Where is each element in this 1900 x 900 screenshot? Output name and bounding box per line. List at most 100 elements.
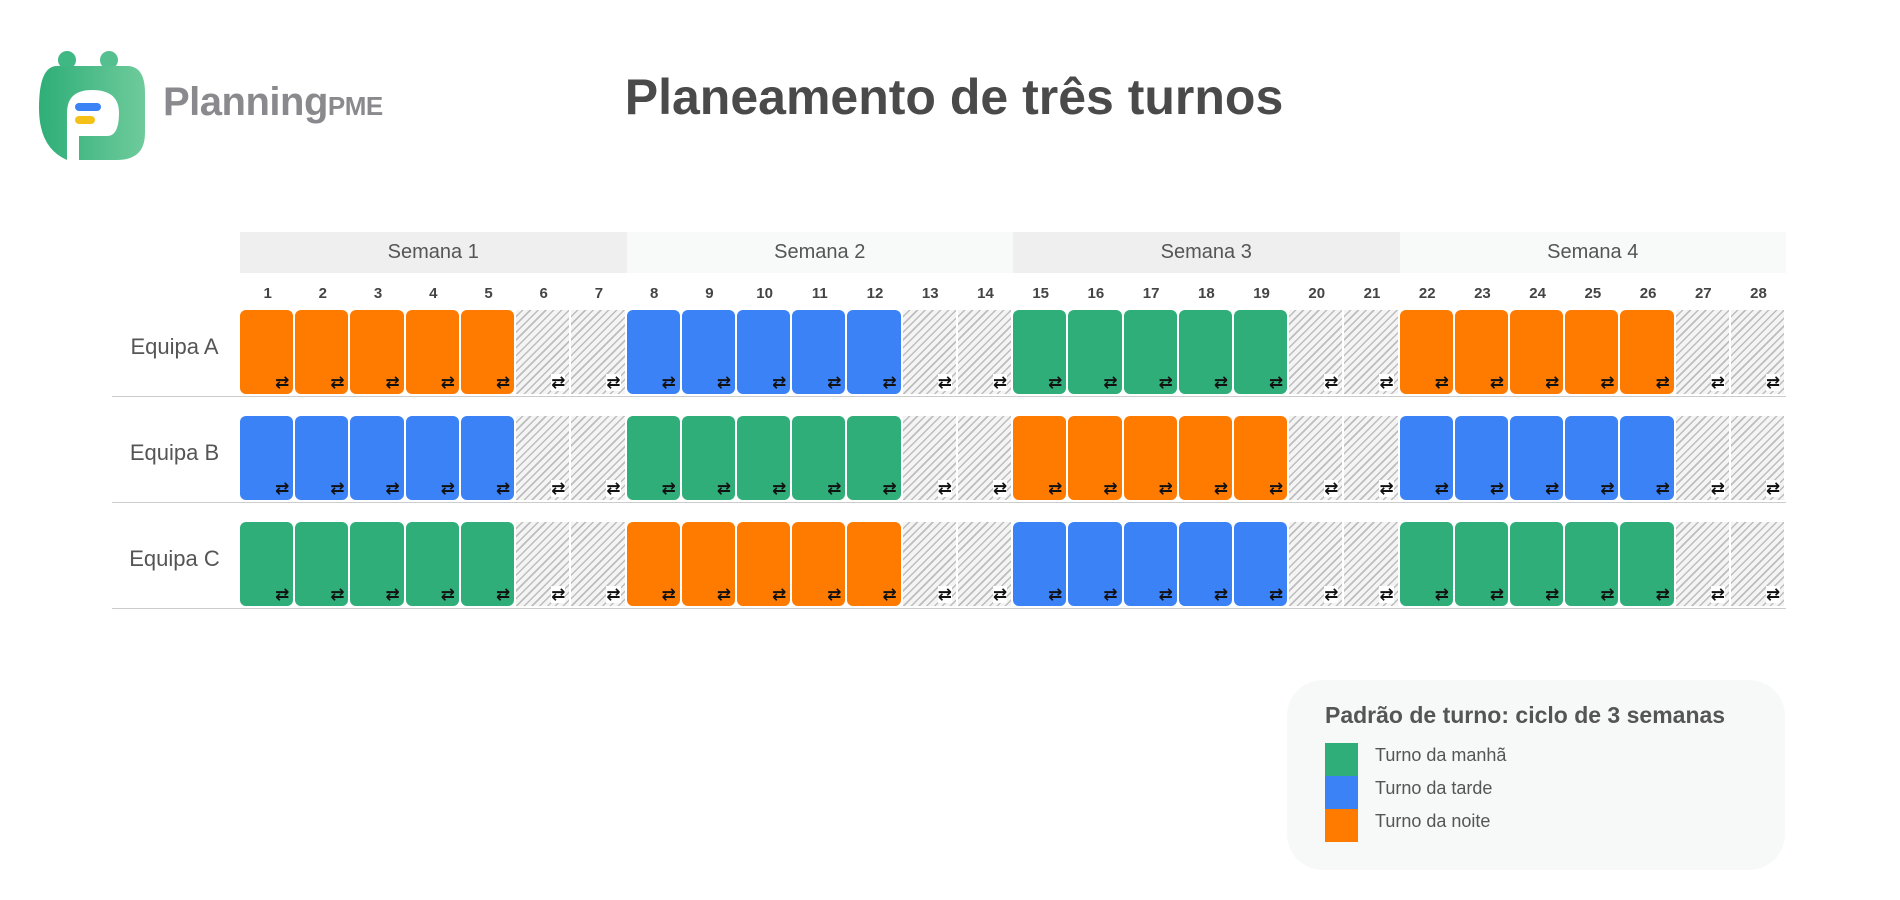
shift-cell[interactable]: ⇄: [460, 310, 515, 394]
shift-cell[interactable]: ⇄: [1068, 416, 1122, 500]
shift-cell[interactable]: ⇄: [1620, 310, 1674, 394]
day-off-cell[interactable]: ⇄: [1289, 416, 1343, 500]
rotate-icon: ⇄: [385, 373, 400, 392]
day-off-cell[interactable]: ⇄: [957, 522, 1012, 606]
shift-cell[interactable]: ⇄: [1620, 522, 1674, 606]
day-off-cell[interactable]: ⇄: [516, 522, 570, 606]
shift-cell[interactable]: ⇄: [1233, 416, 1288, 500]
day-off-cell[interactable]: ⇄: [516, 416, 570, 500]
shift-cell[interactable]: ⇄: [350, 416, 404, 500]
shift-cell[interactable]: ⇄: [1233, 522, 1288, 606]
day-off-cell[interactable]: ⇄: [1730, 310, 1785, 394]
day-off-cell[interactable]: ⇄: [1730, 522, 1785, 606]
shift-cell[interactable]: ⇄: [847, 310, 901, 394]
shift-cell[interactable]: ⇄: [1565, 310, 1619, 394]
shift-cell[interactable]: ⇄: [405, 416, 459, 500]
rotate-icon: ⇄: [661, 585, 676, 604]
day-number: 6: [539, 285, 548, 302]
day-off-cell[interactable]: ⇄: [902, 522, 956, 606]
shift-cell[interactable]: ⇄: [1620, 416, 1674, 500]
shift-cell[interactable]: ⇄: [240, 310, 294, 394]
day-off-cell[interactable]: ⇄: [571, 522, 625, 606]
shift-cell[interactable]: ⇄: [847, 522, 901, 606]
shift-cell[interactable]: ⇄: [295, 416, 349, 500]
shift-cell[interactable]: ⇄: [1013, 310, 1067, 394]
shift-cell[interactable]: ⇄: [1178, 416, 1232, 500]
day-off-cell[interactable]: ⇄: [516, 310, 570, 394]
shift-cell[interactable]: ⇄: [1454, 522, 1509, 606]
day-off-cell[interactable]: ⇄: [1675, 522, 1729, 606]
shift-cell[interactable]: ⇄: [1565, 522, 1619, 606]
day-off-cell[interactable]: ⇄: [1289, 522, 1343, 606]
day-off-cell[interactable]: ⇄: [1730, 416, 1785, 500]
shift-cell[interactable]: ⇄: [240, 522, 294, 606]
day-off-cell[interactable]: ⇄: [957, 416, 1012, 500]
shift-cell[interactable]: ⇄: [295, 522, 349, 606]
shift-cell[interactable]: ⇄: [626, 522, 680, 606]
day-number: 7: [594, 285, 604, 302]
shift-cell[interactable]: ⇄: [626, 416, 680, 500]
shift-cell[interactable]: ⇄: [1510, 522, 1564, 606]
day-off-cell[interactable]: ⇄: [571, 310, 625, 394]
day-off-cell[interactable]: ⇄: [1675, 310, 1729, 394]
day-off-cell[interactable]: ⇄: [1344, 522, 1398, 606]
shift-cell[interactable]: ⇄: [1454, 416, 1509, 500]
shift-cell[interactable]: ⇄: [1123, 310, 1177, 394]
shift-cell[interactable]: ⇄: [792, 416, 846, 500]
shift-cell[interactable]: ⇄: [681, 416, 735, 500]
shift-cell[interactable]: ⇄: [1068, 522, 1122, 606]
day-off-cell[interactable]: ⇄: [1289, 310, 1343, 394]
day-off-cell[interactable]: ⇄: [902, 310, 956, 394]
shift-cell[interactable]: ⇄: [1454, 310, 1509, 394]
shift-cell[interactable]: ⇄: [295, 310, 349, 394]
shift-cell[interactable]: ⇄: [736, 522, 791, 606]
day-off-cell[interactable]: ⇄: [1344, 416, 1398, 500]
shift-cell[interactable]: ⇄: [1399, 522, 1453, 606]
shift-cell[interactable]: ⇄: [681, 522, 735, 606]
shift-cell[interactable]: ⇄: [1178, 310, 1232, 394]
rotate-icon: ⇄: [274, 585, 290, 604]
shift-cell[interactable]: ⇄: [626, 310, 680, 394]
shift-cell[interactable]: ⇄: [1233, 310, 1288, 394]
shift-cell[interactable]: ⇄: [405, 310, 459, 394]
week-header: Semana 1: [240, 232, 627, 273]
shift-cell[interactable]: ⇄: [1013, 522, 1067, 606]
rotate-icon: ⇄: [1434, 479, 1449, 498]
shift-cell[interactable]: ⇄: [240, 416, 294, 500]
shift-cell[interactable]: ⇄: [1013, 416, 1067, 500]
day-off-cell[interactable]: ⇄: [902, 416, 956, 500]
rotate-icon: ⇄: [551, 479, 566, 498]
shift-cell[interactable]: ⇄: [1399, 416, 1453, 500]
shift-cell[interactable]: ⇄: [405, 522, 459, 606]
page-title: Planeamento de três turnos: [624, 69, 1284, 125]
day-off-cell[interactable]: ⇄: [1344, 310, 1398, 394]
shift-cell[interactable]: ⇄: [681, 310, 735, 394]
shift-cell[interactable]: ⇄: [1510, 310, 1564, 394]
shift-cell[interactable]: ⇄: [1123, 522, 1177, 606]
week-header: Semana 4: [1399, 232, 1786, 273]
shift-cell[interactable]: ⇄: [792, 522, 846, 606]
shift-cell[interactable]: ⇄: [736, 416, 791, 500]
rotate-icon: ⇄: [551, 585, 566, 604]
shift-cell[interactable]: ⇄: [736, 310, 791, 394]
day-number: 4: [429, 285, 438, 302]
shift-cell[interactable]: ⇄: [460, 416, 515, 500]
shift-cell[interactable]: ⇄: [1068, 310, 1122, 394]
shift-cell[interactable]: ⇄: [1123, 416, 1177, 500]
legend-swatch: [1325, 809, 1358, 842]
rotate-icon: ⇄: [1213, 373, 1228, 392]
shift-cell[interactable]: ⇄: [1399, 310, 1453, 394]
shift-cell[interactable]: ⇄: [350, 310, 404, 394]
day-off-cell[interactable]: ⇄: [1675, 416, 1729, 500]
rotate-icon: ⇄: [771, 373, 787, 392]
shift-cell[interactable]: ⇄: [1565, 416, 1619, 500]
shift-cell[interactable]: ⇄: [1510, 416, 1564, 500]
shift-cell[interactable]: ⇄: [847, 416, 901, 500]
shift-cell[interactable]: ⇄: [1178, 522, 1232, 606]
shift-cell[interactable]: ⇄: [792, 310, 846, 394]
legend-label: Turno da noite: [1375, 811, 1491, 831]
shift-cell[interactable]: ⇄: [460, 522, 515, 606]
day-off-cell[interactable]: ⇄: [571, 416, 625, 500]
shift-cell[interactable]: ⇄: [350, 522, 404, 606]
day-off-cell[interactable]: ⇄: [957, 310, 1012, 394]
